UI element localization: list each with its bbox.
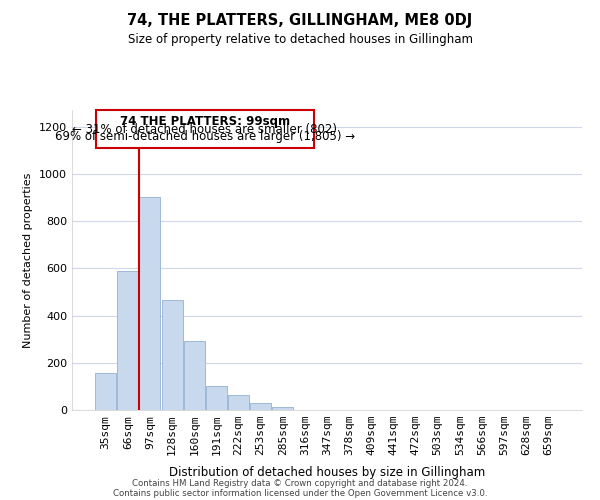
Text: 74, THE PLATTERS, GILLINGHAM, ME8 0DJ: 74, THE PLATTERS, GILLINGHAM, ME8 0DJ [127,12,473,28]
FancyBboxPatch shape [96,110,314,148]
Bar [228,395,249,410]
Bar [184,342,205,410]
Y-axis label: Number of detached properties: Number of detached properties [23,172,34,348]
Bar [272,407,293,410]
Bar [95,374,116,410]
Text: ← 31% of detached houses are smaller (802): ← 31% of detached houses are smaller (80… [72,123,337,136]
Bar [161,300,182,410]
Bar [139,198,160,410]
Text: Contains HM Land Registry data © Crown copyright and database right 2024.: Contains HM Land Registry data © Crown c… [132,478,468,488]
X-axis label: Distribution of detached houses by size in Gillingham: Distribution of detached houses by size … [169,466,485,479]
Text: 69% of semi-detached houses are larger (1,805) →: 69% of semi-detached houses are larger (… [55,130,355,143]
Bar [118,270,139,410]
Bar [206,386,227,410]
Text: 74 THE PLATTERS: 99sqm: 74 THE PLATTERS: 99sqm [119,115,290,128]
Bar [250,404,271,410]
Text: Contains public sector information licensed under the Open Government Licence v3: Contains public sector information licen… [113,488,487,498]
Text: Size of property relative to detached houses in Gillingham: Size of property relative to detached ho… [128,32,473,46]
